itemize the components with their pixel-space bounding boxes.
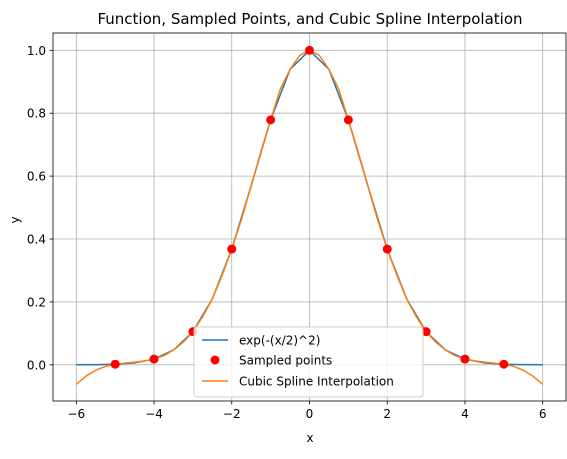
legend: exp(-(x/2)^2) Sampled points Cubic Splin… <box>193 326 424 398</box>
legend-label-function: exp(-(x/2)^2) <box>239 334 320 348</box>
sampled-point <box>460 354 470 364</box>
sampled-point <box>382 244 392 254</box>
y-tick-label: 0.8 <box>27 107 46 121</box>
sampled-point <box>227 244 237 254</box>
x-tick-label: 2 <box>383 407 391 421</box>
y-tick-label: 0.4 <box>27 233 46 247</box>
sampled-point <box>305 45 314 55</box>
legend-swatch-sampled <box>210 355 220 365</box>
y-tick-label: 0.0 <box>27 358 46 372</box>
grid <box>53 33 566 401</box>
x-tick-label: 0 <box>306 407 314 421</box>
legend-box <box>193 326 424 398</box>
sampled-point <box>343 115 353 125</box>
y-tick-label: 0.2 <box>27 295 46 309</box>
x-tick-label: −6 <box>67 407 85 421</box>
y-tick-label: 1.0 <box>27 44 46 58</box>
y-axis-label: y <box>8 216 22 223</box>
legend-label-sampled: Sampled points <box>239 354 332 368</box>
sampled-point <box>421 327 431 337</box>
sampled-point <box>266 115 276 125</box>
chart-title: Function, Sampled Points, and Cubic Spli… <box>97 10 522 28</box>
x-tick-label: 4 <box>461 407 469 421</box>
sampled-point <box>149 354 159 364</box>
legend-label-spline: Cubic Spline Interpolation <box>239 375 394 389</box>
x-tick-label: −2 <box>223 407 241 421</box>
axis-ticks: −6 −4 −2 0 2 4 6 0.0 0.2 0.4 0.6 0.8 1.0 <box>27 44 547 421</box>
x-tick-label: −4 <box>145 407 163 421</box>
x-axis-label: x <box>306 431 313 445</box>
x-tick-label: 6 <box>539 407 547 421</box>
sampled-point <box>110 359 120 369</box>
sampled-point <box>499 359 509 369</box>
y-tick-label: 0.6 <box>27 170 46 184</box>
